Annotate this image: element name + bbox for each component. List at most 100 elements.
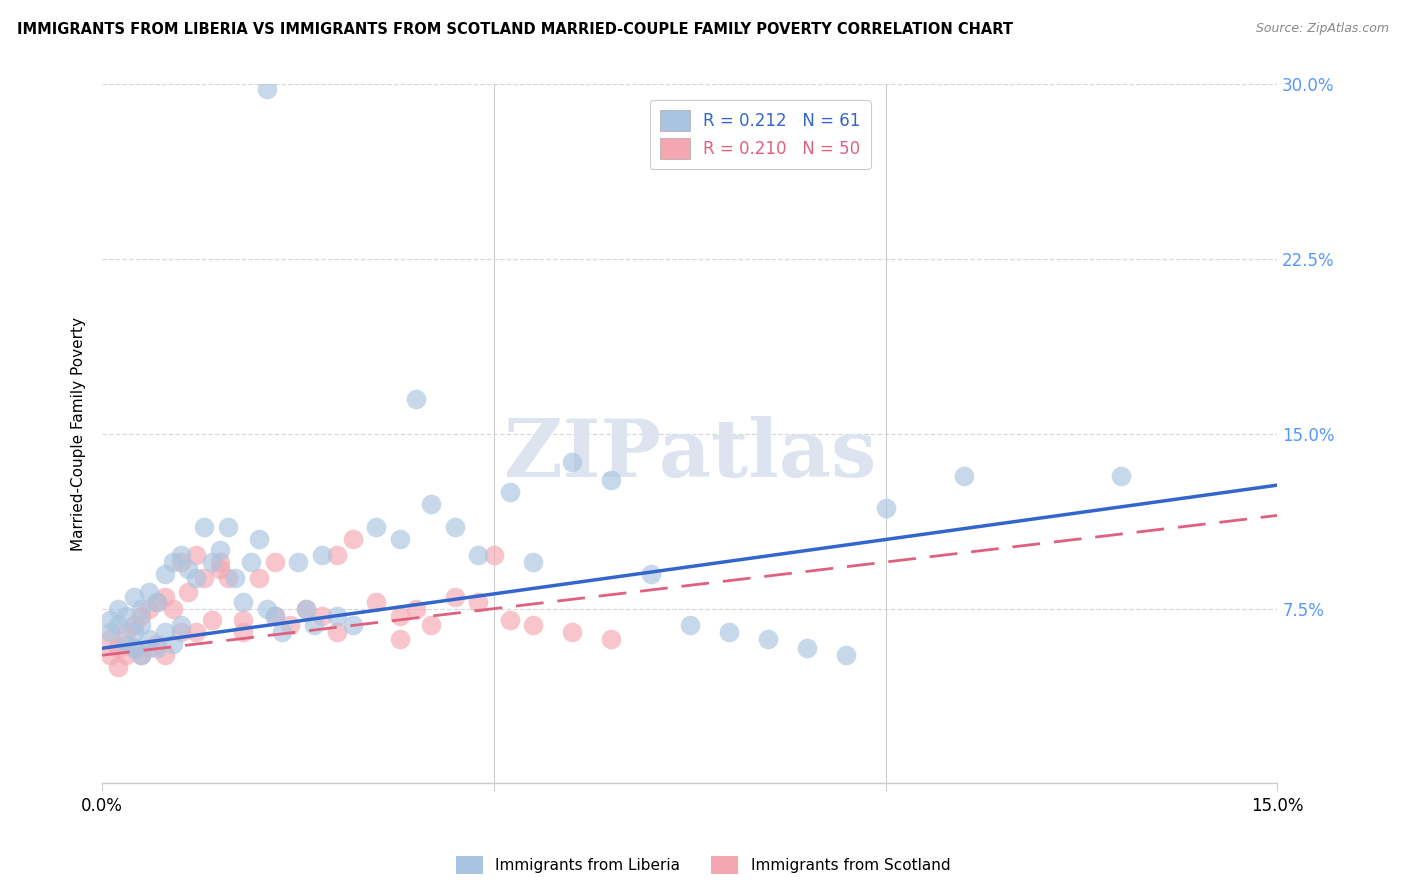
Point bbox=[600, 474, 623, 488]
Point bbox=[162, 601, 184, 615]
Point bbox=[131, 618, 153, 632]
Point bbox=[247, 532, 270, 546]
Point bbox=[153, 590, 176, 604]
Point bbox=[107, 601, 129, 615]
Point bbox=[420, 497, 443, 511]
Point bbox=[600, 632, 623, 646]
Point bbox=[122, 641, 145, 656]
Legend: R = 0.212   N = 61, R = 0.210   N = 50: R = 0.212 N = 61, R = 0.210 N = 50 bbox=[650, 100, 870, 169]
Point bbox=[201, 613, 224, 627]
Point bbox=[138, 601, 160, 615]
Point bbox=[311, 608, 333, 623]
Point bbox=[131, 648, 153, 663]
Point bbox=[247, 571, 270, 585]
Point bbox=[405, 392, 427, 406]
Point bbox=[326, 608, 349, 623]
Point bbox=[153, 648, 176, 663]
Point bbox=[107, 641, 129, 656]
Point bbox=[186, 548, 208, 562]
Point bbox=[146, 594, 169, 608]
Point bbox=[467, 594, 489, 608]
Point bbox=[1109, 468, 1132, 483]
Point bbox=[162, 637, 184, 651]
Point bbox=[522, 618, 544, 632]
Point bbox=[467, 548, 489, 562]
Point bbox=[217, 571, 239, 585]
Point bbox=[875, 501, 897, 516]
Point bbox=[679, 618, 702, 632]
Point bbox=[342, 532, 364, 546]
Point bbox=[217, 520, 239, 534]
Point bbox=[146, 641, 169, 656]
Point bbox=[232, 624, 254, 639]
Point bbox=[756, 632, 779, 646]
Point bbox=[232, 594, 254, 608]
Point bbox=[443, 590, 465, 604]
Point bbox=[498, 613, 520, 627]
Point bbox=[366, 594, 388, 608]
Point bbox=[177, 562, 200, 576]
Point bbox=[208, 555, 231, 569]
Point bbox=[208, 543, 231, 558]
Point bbox=[193, 571, 215, 585]
Point bbox=[342, 618, 364, 632]
Point bbox=[114, 648, 136, 663]
Point bbox=[122, 641, 145, 656]
Point bbox=[162, 555, 184, 569]
Point bbox=[256, 82, 278, 96]
Point bbox=[232, 613, 254, 627]
Point bbox=[420, 618, 443, 632]
Point bbox=[388, 532, 411, 546]
Point bbox=[522, 555, 544, 569]
Point bbox=[263, 608, 285, 623]
Point bbox=[263, 608, 285, 623]
Point bbox=[256, 601, 278, 615]
Point bbox=[201, 555, 224, 569]
Point bbox=[561, 624, 583, 639]
Point bbox=[186, 571, 208, 585]
Point bbox=[138, 632, 160, 646]
Point bbox=[326, 624, 349, 639]
Point bbox=[263, 555, 285, 569]
Point bbox=[186, 624, 208, 639]
Point bbox=[107, 660, 129, 674]
Point bbox=[153, 624, 176, 639]
Point bbox=[240, 555, 263, 569]
Point bbox=[169, 555, 191, 569]
Point bbox=[498, 485, 520, 500]
Point bbox=[138, 641, 160, 656]
Point bbox=[114, 637, 136, 651]
Point bbox=[169, 624, 191, 639]
Point bbox=[224, 571, 246, 585]
Text: Source: ZipAtlas.com: Source: ZipAtlas.com bbox=[1256, 22, 1389, 36]
Point bbox=[326, 548, 349, 562]
Point bbox=[146, 637, 169, 651]
Text: ZIPatlas: ZIPatlas bbox=[503, 416, 876, 494]
Point bbox=[98, 624, 121, 639]
Point bbox=[388, 632, 411, 646]
Point bbox=[405, 601, 427, 615]
Point bbox=[278, 618, 301, 632]
Point bbox=[443, 520, 465, 534]
Point bbox=[208, 562, 231, 576]
Point bbox=[366, 520, 388, 534]
Point bbox=[169, 548, 191, 562]
Point bbox=[122, 590, 145, 604]
Point bbox=[131, 608, 153, 623]
Point bbox=[717, 624, 740, 639]
Point bbox=[131, 601, 153, 615]
Point bbox=[295, 601, 318, 615]
Point bbox=[98, 648, 121, 663]
Point bbox=[122, 624, 145, 639]
Point bbox=[388, 608, 411, 623]
Point bbox=[114, 624, 136, 639]
Point bbox=[953, 468, 976, 483]
Point bbox=[271, 624, 294, 639]
Point bbox=[287, 555, 309, 569]
Point bbox=[193, 520, 215, 534]
Point bbox=[98, 613, 121, 627]
Legend: Immigrants from Liberia, Immigrants from Scotland: Immigrants from Liberia, Immigrants from… bbox=[450, 850, 956, 880]
Y-axis label: Married-Couple Family Poverty: Married-Couple Family Poverty bbox=[72, 317, 86, 551]
Text: IMMIGRANTS FROM LIBERIA VS IMMIGRANTS FROM SCOTLAND MARRIED-COUPLE FAMILY POVERT: IMMIGRANTS FROM LIBERIA VS IMMIGRANTS FR… bbox=[17, 22, 1012, 37]
Point bbox=[311, 548, 333, 562]
